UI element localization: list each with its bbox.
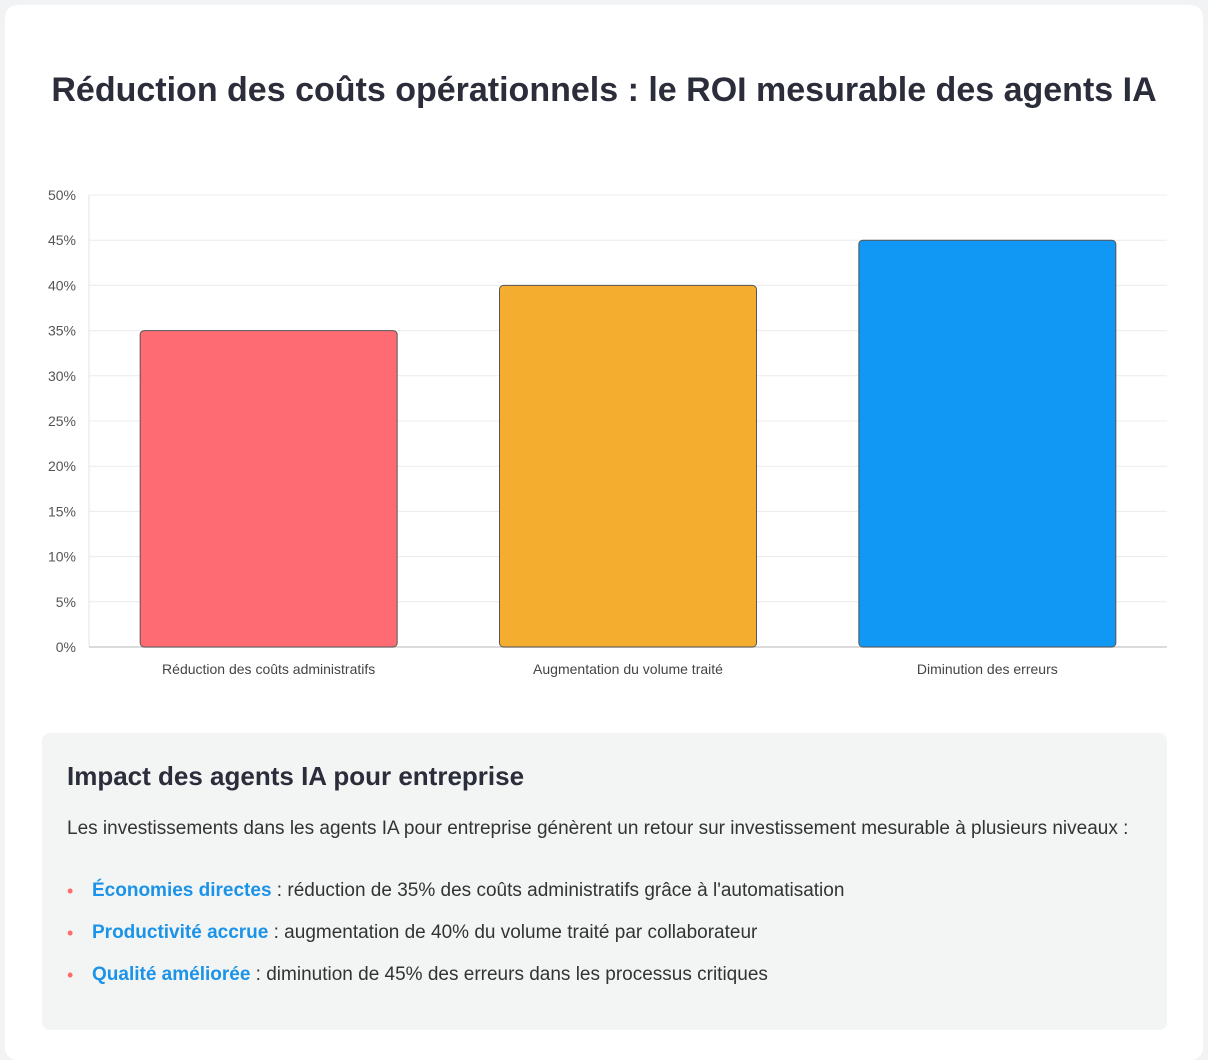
bar-chart: 0% 5% 10% 15% 20% 25% 30% 35% 40% 45% 50% Réduction… <box>48 187 1167 677</box>
y-tick-label: 50% <box>48 187 76 203</box>
impact-item-qualite: • Qualité améliorée : diminution de 45% d… <box>67 963 844 1005</box>
page-title: Réduction des coûts opérationnels : le R… <box>51 71 1157 109</box>
impact-item-label: Productivité accrue <box>92 922 269 943</box>
bullet-icon: • <box>67 923 74 943</box>
y-tick-label: 0% <box>56 639 76 655</box>
y-tick-label: 15% <box>48 503 76 519</box>
impact-intro: Les investissements dans les agents IA p… <box>67 818 1129 839</box>
impact-item-text: : diminution de 45% des erreurs dans les… <box>250 964 768 985</box>
y-tick-label: 40% <box>48 277 76 293</box>
bar <box>858 239 1117 648</box>
impact-item-label: Qualité améliorée <box>92 964 251 985</box>
x-tick-label: Diminution des erreurs <box>917 661 1058 677</box>
impact-item-label: Économies directes <box>92 880 272 901</box>
content-card: Réduction des coûts opérationnels : le R… <box>5 5 1203 1060</box>
y-tick-label: 5% <box>56 594 76 610</box>
y-tick-label: 25% <box>48 413 76 429</box>
y-tick-label: 45% <box>48 232 76 248</box>
impact-heading: Impact des agents IA pour entreprise <box>67 761 525 791</box>
bar <box>499 284 757 648</box>
impact-panel: Impact des agents IA pour entreprise Les… <box>42 733 1167 1030</box>
bar <box>139 330 398 648</box>
impact-item-economies: • Économies directes : réduction de 35% d… <box>67 879 844 921</box>
bullet-icon: • <box>67 965 74 985</box>
impact-item-text: : réduction de 35% des coûts administrat… <box>271 880 845 901</box>
x-tick-label: Réduction des coûts administratifs <box>162 661 375 677</box>
impact-item-text: : augmentation de 40% du volume traité p… <box>268 922 758 943</box>
bullet-icon: • <box>67 881 74 901</box>
impact-list: • Économies directes : réduction de 35% d… <box>67 879 844 1005</box>
impact-item-productivite: • Productivité accrue : augmentation de 4… <box>67 921 844 963</box>
y-tick-label: 35% <box>48 323 76 339</box>
y-tick-label: 10% <box>48 549 76 565</box>
y-tick-label: 30% <box>48 368 76 384</box>
x-tick-label: Augmentation du volume traité <box>533 661 723 677</box>
y-tick-label: 20% <box>48 458 76 474</box>
